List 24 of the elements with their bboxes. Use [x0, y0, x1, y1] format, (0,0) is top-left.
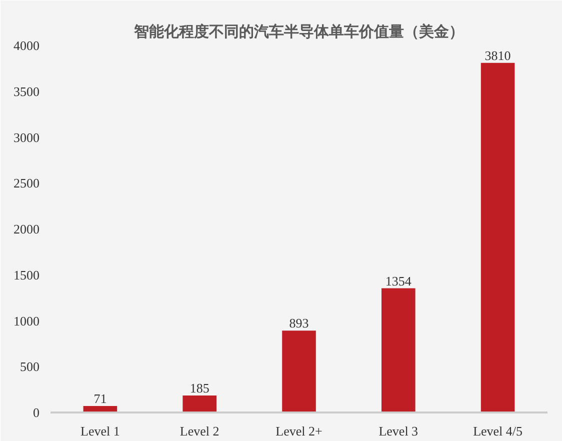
- data-label: 71: [94, 390, 107, 406]
- x-tick-label: Level 4/5: [473, 424, 523, 438]
- data-label: 1354: [385, 273, 412, 288]
- x-tick-label: Level 2+: [276, 424, 322, 438]
- y-tick-label: 4000: [14, 38, 40, 53]
- y-tick-label: 500: [20, 359, 40, 374]
- data-label: 3810: [484, 48, 511, 63]
- bar: [282, 330, 316, 412]
- bar: [182, 396, 216, 412]
- x-tick-label: Level 2: [180, 424, 220, 438]
- x-tick-label: Level 3: [378, 424, 418, 438]
- y-tick-label: 1000: [14, 313, 40, 328]
- y-tick-label: 1500: [14, 267, 40, 282]
- x-tick-label: Level 1: [80, 424, 120, 438]
- y-tick-label: 0: [33, 405, 40, 420]
- bar: [382, 288, 416, 412]
- chart-title: 智能化程度不同的汽车半导体单车价值量（美金）: [133, 22, 464, 40]
- data-label: 185: [190, 380, 210, 396]
- y-tick-label: 2500: [14, 176, 40, 191]
- bar: [480, 62, 515, 412]
- y-tick-label: 3500: [14, 84, 40, 99]
- y-tick-label: 2000: [14, 222, 40, 236]
- data-label: 893: [289, 316, 309, 331]
- y-tick-label: 3000: [14, 130, 40, 145]
